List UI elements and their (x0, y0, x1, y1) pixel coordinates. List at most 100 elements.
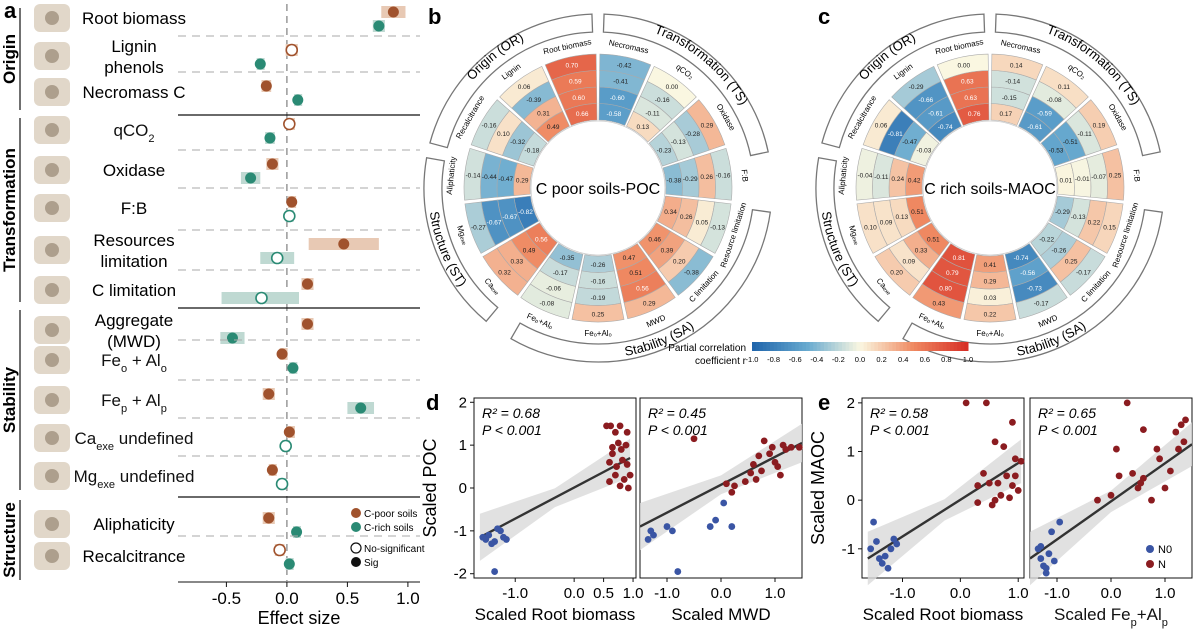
colorbar-segment (770, 342, 775, 351)
colorbar-segment (957, 342, 962, 351)
scale-icon (34, 236, 70, 264)
cell-value: -0.07 (1091, 174, 1106, 181)
row-label: Feo + Alo (101, 351, 167, 375)
row-label: Aliphaticity (93, 515, 175, 534)
c-poor-point (266, 464, 278, 476)
variable-label: Caₑₓₑ (482, 276, 501, 296)
cell-value: -0.58 (606, 111, 621, 118)
n0-point (728, 523, 736, 530)
cell-value: -0.61 (928, 110, 943, 117)
y-tick-label: 1 (459, 437, 467, 454)
x-tick-label: 1.0 (1008, 585, 1029, 602)
legend-c-poor-label: C-poor soils (364, 509, 417, 520)
cell-value: -0.16 (655, 97, 670, 104)
heatmap-cell (464, 201, 496, 254)
cell-value: 0.00 (666, 84, 679, 91)
cell-value: 0.25 (1065, 259, 1078, 266)
cell-value: 0.20 (890, 270, 903, 277)
colorbar-segment (946, 342, 951, 351)
c-rich-point (373, 20, 385, 32)
molecule-icon-dot (45, 549, 59, 563)
colorbar-segment (852, 342, 857, 351)
n0-point (873, 538, 880, 545)
c-poor-point (283, 426, 295, 438)
variable-label: Feₒ+Alₒ (976, 329, 1003, 338)
n-point (1107, 491, 1115, 499)
colorbar-tick: 0.2 (876, 355, 886, 364)
n-point (1011, 472, 1019, 480)
n-point (755, 452, 763, 460)
cell-value: -0.27 (471, 224, 486, 231)
cell-value: -0.26 (591, 262, 606, 269)
n-point (795, 443, 803, 451)
n-point (623, 461, 631, 468)
row-label: limitation (100, 252, 167, 271)
n-point (1182, 416, 1189, 424)
n-point (616, 422, 624, 430)
colorbar-segment (780, 342, 785, 351)
n-point (1113, 445, 1120, 453)
n-point (1009, 482, 1016, 489)
colorbar-title: coefficient r (695, 356, 747, 367)
cell-value: -0.15 (1002, 95, 1017, 102)
confidence-band (479, 438, 631, 561)
cell-value: -0.13 (1071, 214, 1086, 221)
colorbar-segment (842, 342, 847, 351)
colorbar-segment (899, 342, 904, 351)
cell-value: 0.06 (875, 123, 888, 130)
colorbar-segment (759, 342, 764, 351)
cell-value: -0.51 (1063, 139, 1078, 146)
colorbar-segment (755, 342, 760, 351)
n-point (1003, 472, 1011, 480)
colorbar-segment (910, 342, 915, 351)
sector-frame-ts (602, 13, 769, 157)
heatmap-cell (936, 53, 989, 81)
legend-n-label: N (1158, 559, 1166, 571)
n-point (991, 438, 999, 446)
n-point (771, 458, 779, 466)
fe-al-o-icon-dot (45, 353, 59, 367)
n-point (1000, 443, 1008, 451)
colorbar-tick: 0.0 (855, 355, 865, 364)
variable-label: Feₒ+Alₒ (584, 329, 611, 338)
n0-point (488, 540, 496, 548)
cell-value: 0.47 (623, 255, 636, 262)
y-tick-label: 2 (847, 395, 855, 412)
c-rich-point (355, 402, 367, 414)
panel-letter-d: d (426, 390, 439, 415)
petri-dish-icon (34, 116, 70, 144)
cell-value: -0.38 (666, 178, 681, 185)
n-point (616, 482, 624, 490)
cell-value: 0.29 (984, 278, 997, 285)
n-point (768, 443, 776, 451)
n-point (997, 491, 1005, 499)
cell-value: -0.29 (683, 176, 698, 183)
colorbar-tick: 1.0 (963, 355, 973, 364)
cell-value: 0.03 (984, 295, 997, 302)
y-tick-label: 0 (459, 480, 467, 497)
cell-value: -0.08 (1047, 97, 1062, 104)
colorbar-segment (888, 342, 893, 351)
cell-value: -0.28 (685, 131, 700, 138)
n-point (994, 479, 1002, 487)
cell-value: 0.39 (661, 248, 674, 255)
enzyme-icon-dot (45, 163, 59, 177)
n-point (747, 469, 755, 477)
n0-point (669, 527, 676, 535)
n-point (614, 439, 622, 447)
c-rich-point (275, 477, 289, 491)
y-axis-title: Scaled MAOC (808, 431, 828, 545)
cell-value: 0.33 (915, 248, 928, 255)
heatmap-cell (862, 99, 903, 151)
heatmap-cell (470, 99, 511, 151)
colorbar-segment (806, 342, 811, 351)
cell-value: -0.41 (613, 79, 628, 86)
cell-value: -0.29 (1055, 209, 1070, 216)
colorbar-segment (942, 342, 947, 351)
cell-value: 0.63 (961, 79, 974, 86)
cell-value: -0.17 (1076, 270, 1091, 277)
variable-label: F:B (740, 169, 750, 182)
cell-value: 0.15 (1103, 224, 1116, 231)
colorbar-segment (892, 342, 897, 351)
